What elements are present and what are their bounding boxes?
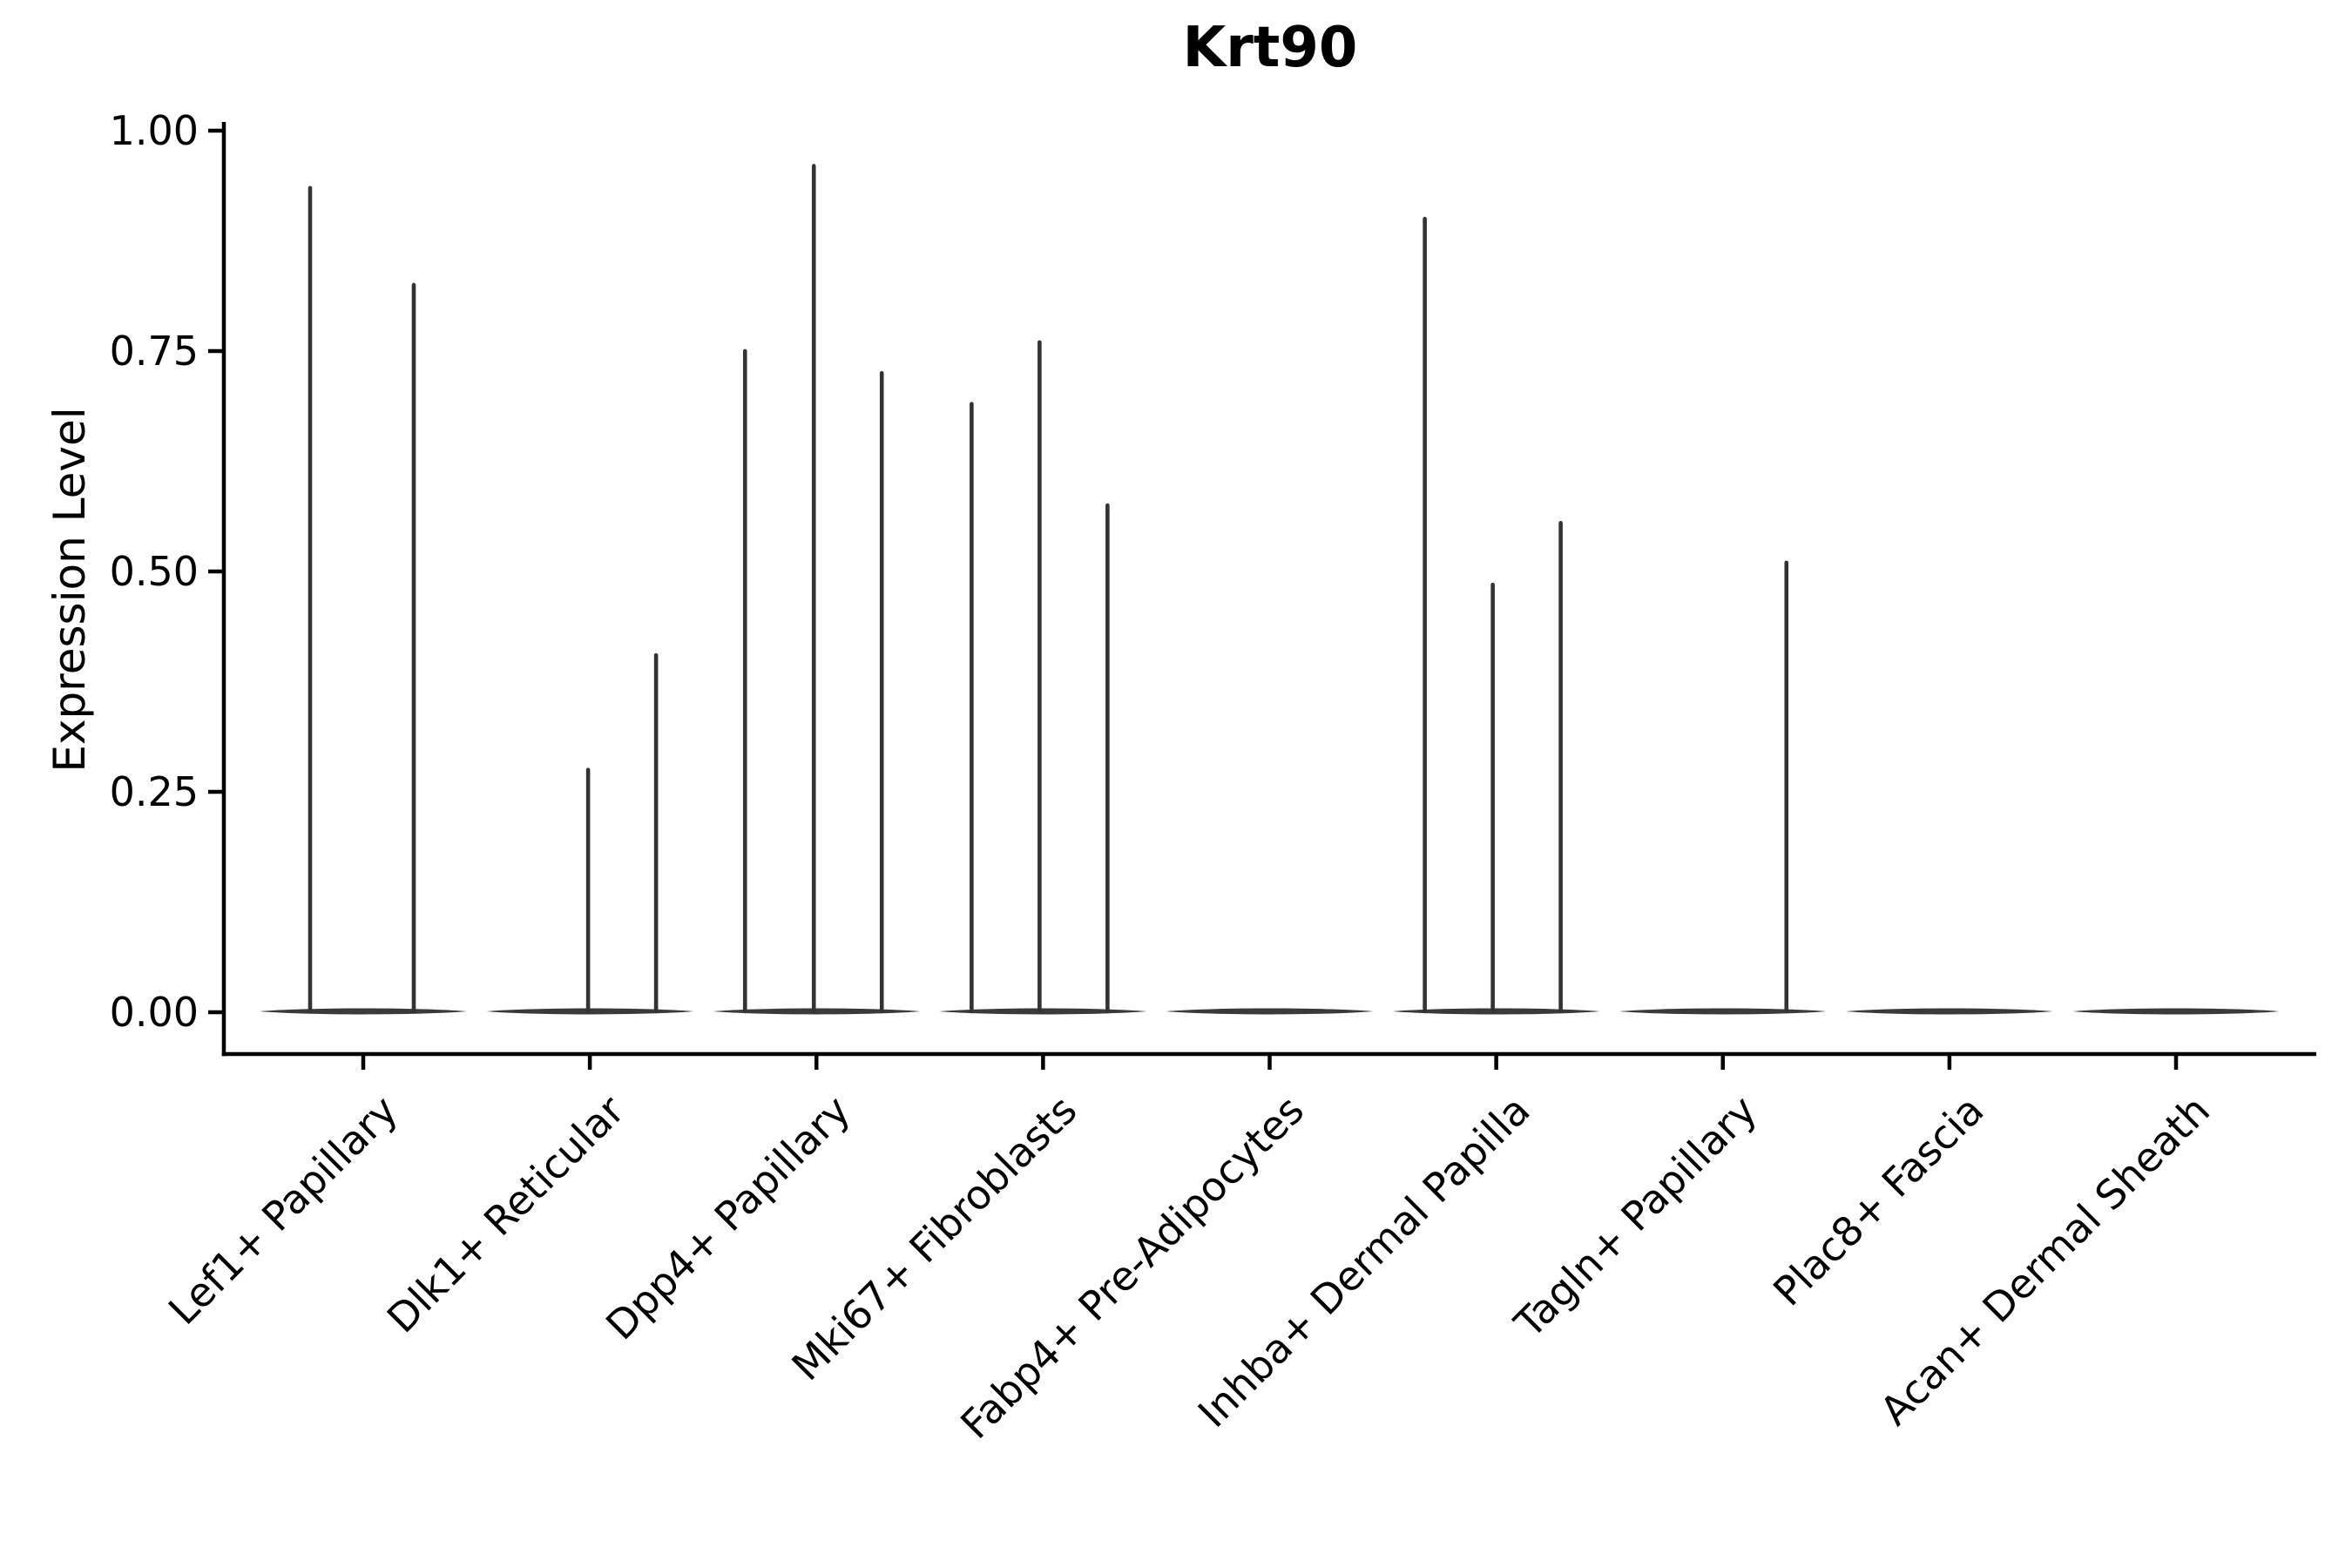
violin-body xyxy=(939,1008,1147,1015)
violin-body xyxy=(2072,1008,2280,1015)
violin-body xyxy=(713,1008,921,1015)
violin-body xyxy=(1392,1008,1600,1015)
y-tick-label: 0.00 xyxy=(109,989,199,1036)
violin-body xyxy=(1845,1008,2053,1015)
y-tick-label: 0.75 xyxy=(109,328,199,375)
y-tick-label: 1.00 xyxy=(109,107,199,154)
chart-title: Krt90 xyxy=(1182,16,1358,80)
violin-body xyxy=(1619,1008,1827,1015)
violin-body xyxy=(260,1008,467,1015)
y-tick-label: 0.25 xyxy=(109,768,199,815)
y-tick-label: 0.50 xyxy=(109,548,199,595)
violin-body xyxy=(1166,1008,1374,1015)
